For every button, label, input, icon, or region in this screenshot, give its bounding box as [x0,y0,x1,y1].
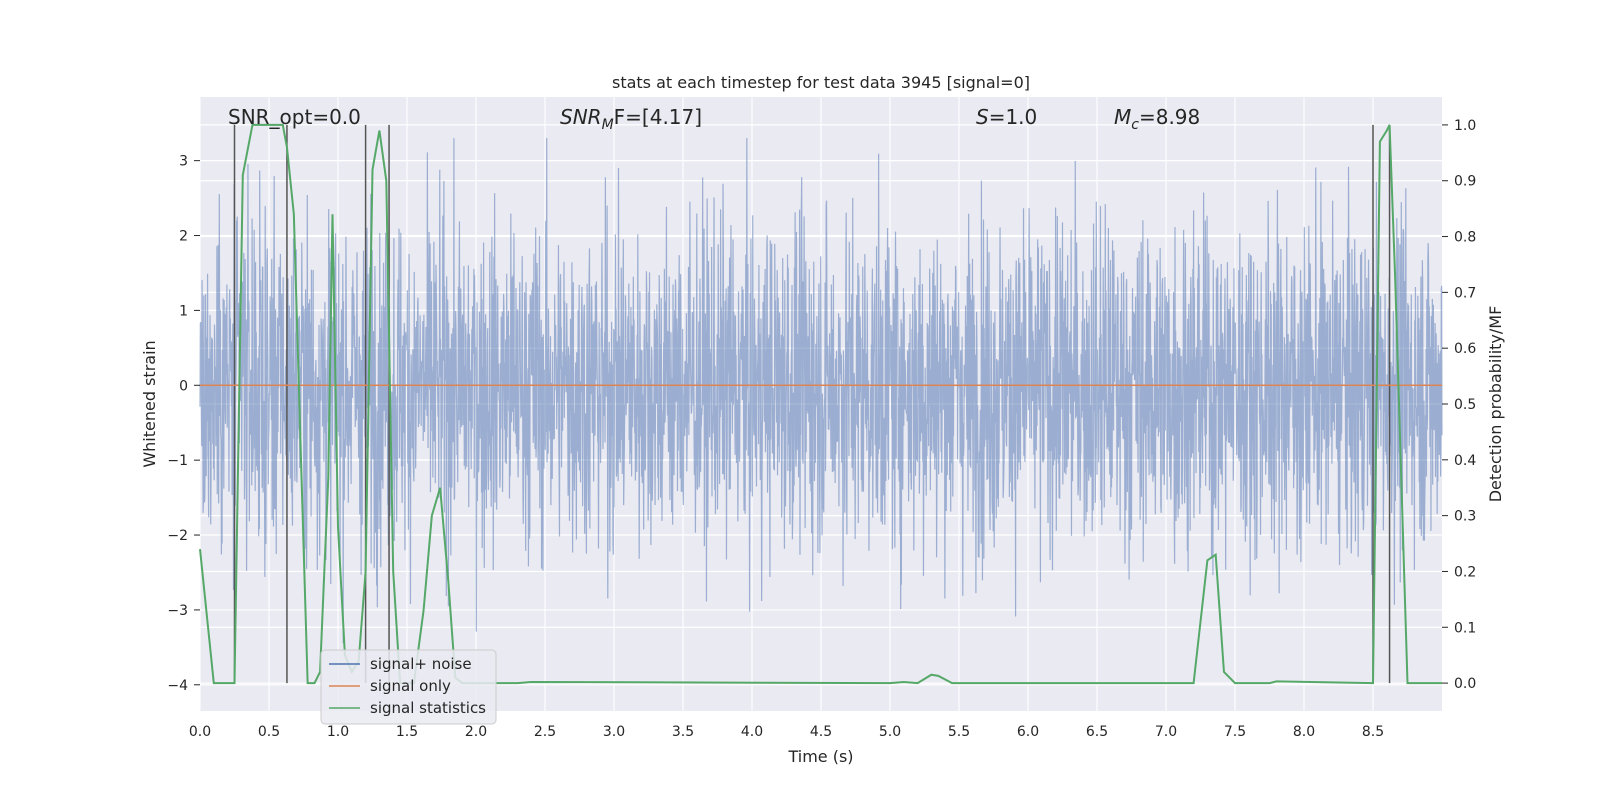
y-tick-label-right: 0.7 [1454,285,1476,301]
vertical-markers [233,124,1391,684]
x-tick-label: 8.5 [1362,724,1384,740]
x-tick-label: 2.5 [534,724,556,740]
x-tick-label: 5.0 [879,724,901,740]
tick-labels: 0.0 0.5 1.0 1.5 2.0 2.5 3.0 3.5 4.0 4.5 5.0 5.5 6.0 6… [167,118,1476,740]
x-tick-label: 2.0 [465,724,487,740]
legend-box [320,649,497,725]
legend: signal+ noise signal only signal statist… [320,649,497,725]
annotation-snr-mf: SNRMF=[4.17] [560,105,702,133]
x-axis-label: Time (s) [787,747,853,766]
y-tick-label-right: 0.0 [1454,676,1476,692]
signal-statistics-series [199,123,1442,685]
annotation-s-label: S [976,105,989,129]
y-tick-label-left: 0 [179,378,188,394]
x-tick-label: 4.0 [741,724,763,740]
x-tick-label: 0.0 [189,724,211,740]
y-tick-label-right: 0.1 [1454,620,1476,636]
chart-title: stats at each timestep for test data 394… [612,73,1030,92]
signal-noise-series [199,138,1443,644]
y-tick-label-right: 0.4 [1454,453,1476,469]
annotation-mc-value: =8.98 [1139,105,1200,129]
y-tick-label-left: −1 [167,453,188,469]
annotation-s-value: =1.0 [989,105,1038,129]
x-tick-label: 7.0 [1155,724,1177,740]
annotation-snr-mf-value: F=[4.17] [614,105,702,129]
y-tick-label-right: 0.6 [1454,341,1476,357]
annotation-snr-opt: SNR_opt=0.0 [228,105,361,129]
legend-label-signal-only: signal only [370,677,451,695]
x-tick-label: 1.5 [396,724,418,740]
y-tick-label-left: 1 [179,303,188,319]
y-tick-label-left: −2 [167,528,188,544]
y-tick-label-right: 0.8 [1454,230,1476,246]
annotation-snr-mf-label: SNR [560,105,602,129]
x-tick-label: 7.5 [1224,724,1246,740]
y-axis-label-left: Whitened strain [140,340,159,467]
y-tick-label-left: −4 [167,678,188,694]
x-tick-label: 4.5 [810,724,832,740]
y-tick-label-left: −3 [167,603,188,619]
y-tick-label-left: 3 [179,154,188,170]
annotation-mc-sub: c [1131,117,1139,133]
signal-noise-line [199,138,1443,644]
y-tick-label-right: 0.5 [1454,397,1476,413]
y-tick-label-left: 2 [179,229,188,245]
x-tick-label: 1.0 [327,724,349,740]
signal-statistics-line [199,123,1442,685]
y-tick-label-right: 0.3 [1454,509,1476,525]
y-tick-label-right: 0.2 [1454,564,1476,580]
x-tick-label: 0.5 [258,724,280,740]
x-tick-label: 3.0 [603,724,625,740]
x-tick-label: 5.5 [948,724,970,740]
annotation-mc-label: M [1114,105,1131,129]
annotation-snr-mf-sub: M [602,117,614,133]
legend-label-signal-noise: signal+ noise [370,655,472,673]
x-tick-label: 6.0 [1017,724,1039,740]
x-tick-label: 6.5 [1086,724,1108,740]
x-tick-label: 8.0 [1293,724,1315,740]
x-tick-label: 3.5 [672,724,694,740]
y-tick-label-right: 1.0 [1454,118,1476,134]
y-tick-label-right: 0.9 [1454,174,1476,190]
y-axis-label-right: Detection probability/MF [1486,306,1505,503]
legend-label-signal-statistics: signal statistics [370,699,486,717]
annotation-s: S=1.0 [976,105,1037,129]
annotation-mc: Mc=8.98 [1114,105,1200,133]
